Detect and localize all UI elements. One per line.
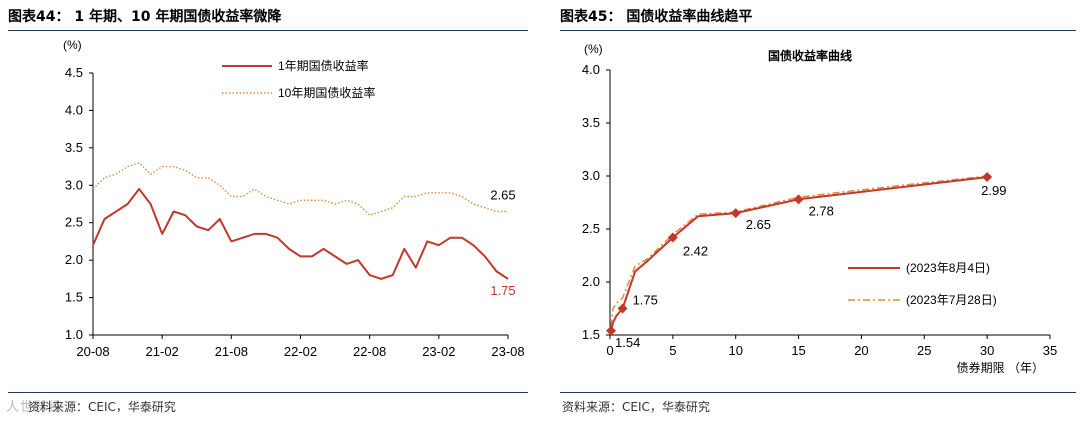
x-tick-label: 25 — [917, 343, 931, 358]
x-tick-label: 0 — [606, 343, 613, 358]
legend-label: 1年期国债收益率 — [278, 58, 369, 73]
y-tick-label: 2.5 — [65, 215, 83, 230]
data-value-label: 1.54 — [615, 335, 640, 350]
data-marker — [606, 325, 617, 336]
end-value-label: 2.65 — [490, 187, 515, 202]
y-tick-label: 3.0 — [582, 168, 600, 183]
x-axis-title: 债券期限 （年） — [957, 360, 1044, 375]
y-tick-label: 1.5 — [582, 327, 600, 342]
left-title-divider — [8, 30, 528, 31]
data-marker — [667, 232, 678, 243]
left-chart-title: 图表44： 1 年期、10 年期国债收益率微降 — [8, 9, 282, 25]
data-value-label: 2.99 — [981, 183, 1006, 198]
y-tick-label: 3.5 — [582, 115, 600, 130]
series-line-10y — [92, 162, 508, 216]
x-tick-label: 15 — [791, 343, 805, 358]
right-title-divider — [560, 30, 1076, 31]
right-yield-curve-chart: (%) 国债收益率曲线 1.5 2.0 2.5 3.0 3.5 4.0 0 5 10 15 20 25 30… — [582, 42, 1057, 375]
data-value-label: 1.75 — [633, 293, 658, 308]
y-tick-label: 1.0 — [65, 327, 83, 342]
legend-label: (2023年8月4日) — [906, 261, 990, 275]
data-marker — [617, 303, 628, 314]
right-chart-title: 图表45： 国债收益率曲线趋平 — [560, 9, 753, 25]
x-tick-label: 21-02 — [146, 344, 179, 359]
x-tick-label: 22-08 — [353, 344, 386, 359]
x-tick-label: 10 — [728, 343, 742, 358]
end-value-label: 1.75 — [490, 283, 515, 298]
watermark-logo: 人世财经 — [6, 400, 63, 415]
y-tick-label: 2.0 — [582, 274, 600, 289]
right-bottom-divider — [560, 392, 1076, 393]
y-tick-label: 2.5 — [582, 221, 600, 236]
y-tick-label: 4.5 — [65, 65, 83, 80]
y-tick-label: 4.0 — [65, 102, 83, 117]
x-tick-label: 22-02 — [284, 344, 317, 359]
series-line-1y — [92, 188, 509, 280]
left-yield-chart: (%) 1.0 1.5 2.0 2.5 3.0 3.5 4.0 4.5 20-08 21-02 21-… — [63, 38, 525, 359]
y-tick-label: 1.5 — [65, 290, 83, 305]
data-marker — [793, 194, 804, 205]
x-tick-label: 23-08 — [491, 344, 524, 359]
curve-line-aug4 — [610, 176, 988, 332]
x-tick-label: 20 — [854, 343, 868, 358]
y-tick-label: 2.0 — [65, 252, 83, 267]
chart-inner-title: 国债收益率曲线 — [768, 48, 852, 63]
data-value-label: 2.65 — [746, 217, 771, 232]
x-tick-label: 30 — [980, 343, 994, 358]
y-tick-label: 3.0 — [65, 177, 83, 192]
right-source-note: 资料来源：CEIC，华泰研究 — [562, 400, 710, 414]
y-tick-label: 3.5 — [65, 140, 83, 155]
data-marker — [982, 172, 993, 183]
data-value-label: 2.78 — [809, 203, 834, 218]
left-bottom-divider — [8, 392, 528, 393]
x-tick-label: 5 — [669, 343, 676, 358]
data-value-label: 2.42 — [683, 243, 708, 258]
curve-line-jul28 — [610, 175, 988, 327]
y-axis-unit-label: (%) — [584, 42, 603, 56]
x-tick-label: 20-08 — [76, 344, 109, 359]
legend-label: (2023年7月28日) — [906, 293, 997, 307]
legend-label: 10年期国债收益率 — [278, 85, 375, 100]
x-tick-label: 21-08 — [215, 344, 248, 359]
x-tick-label: 23-02 — [422, 344, 455, 359]
left-source-note: 资料来源：CEIC，华泰研究 — [28, 400, 176, 414]
y-tick-label: 4.0 — [582, 62, 600, 77]
data-marker — [730, 208, 741, 219]
y-axis-unit-label: (%) — [63, 38, 82, 52]
x-tick-label: 35 — [1043, 343, 1057, 358]
